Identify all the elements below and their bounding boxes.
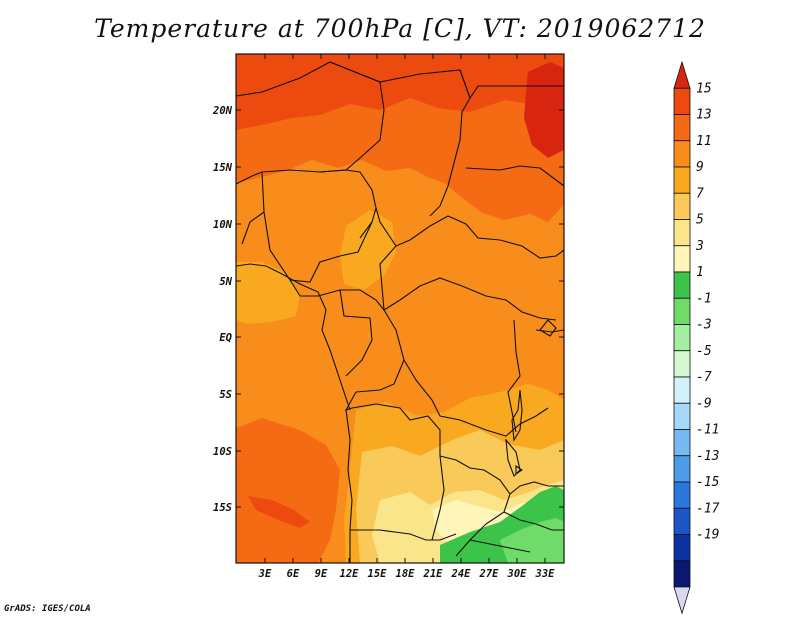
colorbar-label: 11: [696, 134, 712, 149]
colorbar-swatch: [673, 140, 691, 168]
lon-label: 3E: [258, 568, 272, 580]
colorbar-label: -5: [696, 344, 712, 359]
colorbar-label: -17: [696, 501, 720, 516]
colorbar-swatch: [673, 219, 691, 247]
lon-label: 15E: [368, 568, 388, 580]
colorbar-label: -7: [696, 370, 712, 385]
lat-label: EQ: [219, 332, 232, 344]
lon-label: 21E: [423, 568, 444, 580]
lat-label: 20N: [212, 105, 233, 117]
lon-label: 33E: [535, 568, 556, 580]
colorbar-label: 3: [695, 239, 704, 254]
colorbar-bottom-arrow: [673, 586, 691, 615]
colorbar-swatch: [673, 455, 691, 483]
lon-label: 12E: [340, 568, 360, 580]
region-7-9-guinea: [236, 262, 300, 324]
colorbar-label: 7: [696, 186, 704, 201]
colorbar-label: 9: [696, 160, 704, 175]
colorbar-label: -19: [696, 528, 719, 543]
axis-ticks: [236, 54, 564, 563]
colorbar-label: -3: [696, 318, 712, 333]
colorbar-swatch: [673, 324, 691, 352]
region-13-15-north: [236, 54, 564, 130]
temperature-field: [236, 54, 564, 563]
lon-label: 18E: [396, 568, 416, 580]
country-borders: [236, 61, 564, 563]
colorbar-swatch: [673, 297, 691, 325]
lon-label: 9E: [315, 568, 328, 580]
colorbar-swatch: [673, 245, 691, 273]
lon-label: 6E: [287, 568, 300, 580]
colorbar-swatch: [673, 481, 691, 509]
lon-label: 27E: [479, 568, 500, 580]
lat-label: 10S: [213, 446, 232, 458]
colorbar-swatch: [673, 114, 691, 142]
lon-label: 30E: [507, 568, 528, 580]
colorbar-swatch: [673, 166, 691, 194]
lat-label: 15S: [213, 502, 232, 514]
region-13-15-southwest: [248, 496, 310, 528]
colorbar-label: -1: [696, 291, 712, 306]
chart-title: Temperature at 700hPa [C], VT: 201906271…: [94, 14, 706, 43]
longitude-labels: 3E 6E 9E 12E 15E 18E 21E 24E 27E 30E 33E: [258, 568, 555, 580]
colorbar-swatch: [673, 560, 691, 588]
colorbar: 15 13 11 9 7 5 3 1 -1 -3 -5 -7 -9 -11 -13 -15 -17 -19: [673, 60, 720, 615]
colorbar-label: 1: [696, 265, 704, 280]
colorbar-label: -9: [696, 396, 712, 411]
lat-label: 5N: [219, 276, 232, 288]
region-m3-m1-south: [500, 518, 564, 563]
colorbar-swatch: [673, 534, 691, 562]
colorbar-swatch: [673, 87, 691, 115]
colorbar-label: -13: [696, 449, 719, 464]
colorbar-label: -11: [696, 423, 719, 438]
map-frame: [235, 53, 565, 564]
colorbar-swatch: [673, 376, 691, 404]
colorbar-swatch: [673, 271, 691, 299]
lat-label: 5S: [219, 389, 232, 401]
colorbar-swatch: [673, 507, 691, 535]
colorbar-swatch: [673, 192, 691, 220]
colorbar-label: 13: [696, 108, 712, 123]
colorbar-swatch: [673, 350, 691, 378]
colorbar-swatch: [673, 429, 691, 457]
colorbar-label: 5: [696, 213, 704, 228]
colorbar-top-arrow: [673, 60, 691, 89]
colorbar-swatch: [673, 402, 691, 430]
lat-label: 10N: [213, 219, 233, 231]
region-7-9-central: [340, 210, 396, 290]
lon-label: 24E: [451, 568, 472, 580]
colorbar-label: -15: [696, 475, 720, 490]
colorbar-label: 15: [696, 81, 712, 96]
latitude-labels: 20N 15N 10N 5N EQ 5S 10S 15S: [212, 105, 233, 514]
credit-text: GrADS: IGES/COLA: [4, 604, 91, 614]
lat-label: 15N: [213, 162, 233, 174]
region-11-13-southwest: [236, 418, 340, 563]
